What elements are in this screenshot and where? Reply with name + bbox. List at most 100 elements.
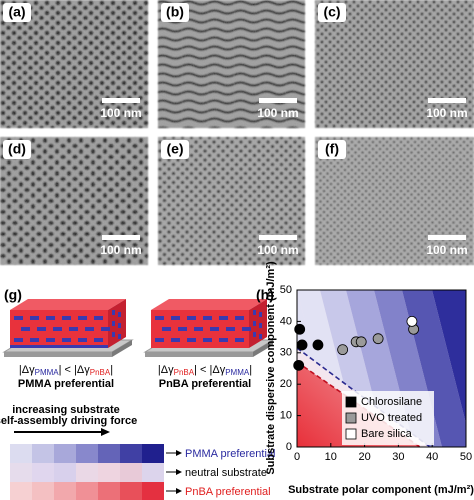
scale-bar	[259, 98, 297, 103]
legend-row-label: neutral substrate	[185, 467, 267, 479]
x-axis-title: Substrate polar component (mJ/m²)	[288, 484, 474, 496]
cylinder	[219, 338, 228, 342]
grid-cell	[76, 463, 98, 482]
panel-label: (f)	[325, 141, 339, 157]
cylinder	[242, 327, 251, 331]
sem-image: (a) 100 nm	[0, 0, 148, 128]
cylinder	[30, 338, 39, 342]
y-tick-label: 30	[280, 347, 292, 359]
cylinder	[235, 338, 244, 342]
data-point	[296, 339, 308, 351]
substrate-front	[145, 352, 253, 357]
cylinder	[14, 316, 23, 320]
cylinder	[219, 316, 228, 320]
blue-band	[466, 290, 474, 447]
bottom-layer	[151, 345, 249, 348]
grid-cell	[10, 444, 32, 463]
x-tick-label: 0	[294, 451, 300, 463]
grid-cell	[54, 444, 76, 463]
grid-cell	[120, 482, 142, 500]
grid-cell	[32, 444, 54, 463]
grid-cell	[142, 482, 164, 500]
cylinder	[259, 334, 262, 339]
surface-energy-relation: |ΔγPMMA| < |ΔγPnBA|	[19, 364, 113, 377]
label-box	[318, 3, 346, 22]
cylinder	[62, 316, 71, 320]
bottom-layer	[10, 345, 108, 348]
sem-panels: (a) 100 nm (b) 100 nm (c) 100 nm (d) 100 nm (e) 1…	[0, 0, 474, 265]
label-box	[318, 140, 346, 159]
cylinder	[62, 338, 71, 342]
legend-row-label: PnBA preferential	[185, 486, 271, 498]
legend-label: Bare silica	[361, 428, 413, 440]
y-axis-title: Substrate dispersive component (mJ/m²)	[265, 261, 277, 475]
arrow-head	[176, 469, 182, 475]
grid-cell	[142, 444, 164, 463]
scale-bar	[259, 235, 297, 240]
panel-label: (d)	[8, 141, 26, 157]
data-point	[294, 323, 306, 335]
x-tick-label: 40	[426, 451, 438, 463]
label-box	[3, 140, 31, 159]
caption: PnBA preferential	[159, 378, 252, 390]
cylinder	[94, 316, 103, 320]
grid-cell	[98, 444, 120, 463]
grid-cell	[120, 463, 142, 482]
grid-cell	[76, 482, 98, 500]
relation-part: |	[249, 364, 252, 376]
film-top	[10, 299, 126, 310]
cylinder	[69, 327, 78, 331]
label-box	[3, 3, 31, 22]
x-tick-label: 50	[460, 451, 472, 463]
cylinder	[259, 312, 262, 317]
legend-marker	[345, 396, 357, 408]
sem-image: (b) 100 nm	[158, 0, 305, 128]
substrate-side	[112, 340, 132, 357]
relation-part: | < |Δγ	[59, 364, 91, 376]
cylinder	[37, 327, 46, 331]
cylinder	[118, 323, 121, 328]
cylinder	[112, 321, 115, 326]
cylinder	[203, 316, 212, 320]
y-tick-label: 20	[280, 378, 292, 390]
scale-bar-label: 100 nm	[426, 106, 467, 120]
relation-part: PnBA	[90, 368, 111, 377]
x-tick-label: 10	[325, 451, 337, 463]
panel-label: (e)	[166, 141, 183, 157]
x-tick-label: 20	[358, 451, 370, 463]
grid-cell	[120, 444, 142, 463]
y-tick-label: 40	[280, 315, 292, 327]
scale-bar-label: 100 nm	[257, 243, 298, 257]
cylinder	[171, 316, 180, 320]
data-point	[355, 336, 367, 348]
substrate-side	[253, 340, 273, 357]
cylinder	[21, 327, 30, 331]
cylinder	[253, 332, 256, 337]
film-schematic	[143, 299, 275, 357]
cylinder	[155, 338, 164, 342]
cylinder	[187, 338, 196, 342]
legend-marker	[345, 428, 357, 440]
arrow-label: self-assembly driving force	[0, 415, 137, 427]
grid-cell	[98, 463, 120, 482]
label-box	[161, 140, 189, 159]
arrow-head	[101, 428, 110, 436]
sem-image: (e) 100 nm	[158, 137, 305, 265]
cylinder	[203, 338, 212, 342]
legend-marker	[345, 412, 357, 424]
cylinder	[112, 310, 115, 315]
data-point	[293, 359, 305, 371]
data-point	[337, 344, 349, 356]
cylinder	[235, 316, 244, 320]
scale-bar-label: 100 nm	[426, 243, 467, 257]
cylinder	[155, 316, 164, 320]
sem-image: (d) 100 nm	[0, 137, 148, 265]
relation-part: |	[110, 364, 113, 376]
cylinder	[162, 327, 171, 331]
cylinder	[78, 316, 87, 320]
chart: 0 10 20 30 40 50 0 10 20 30 40 50 Chlorosilane UVO tr…	[280, 284, 472, 463]
grid-cell	[142, 463, 164, 482]
grid-cell	[76, 444, 98, 463]
blue-band	[402, 290, 466, 447]
panel-label: (c)	[323, 4, 340, 20]
